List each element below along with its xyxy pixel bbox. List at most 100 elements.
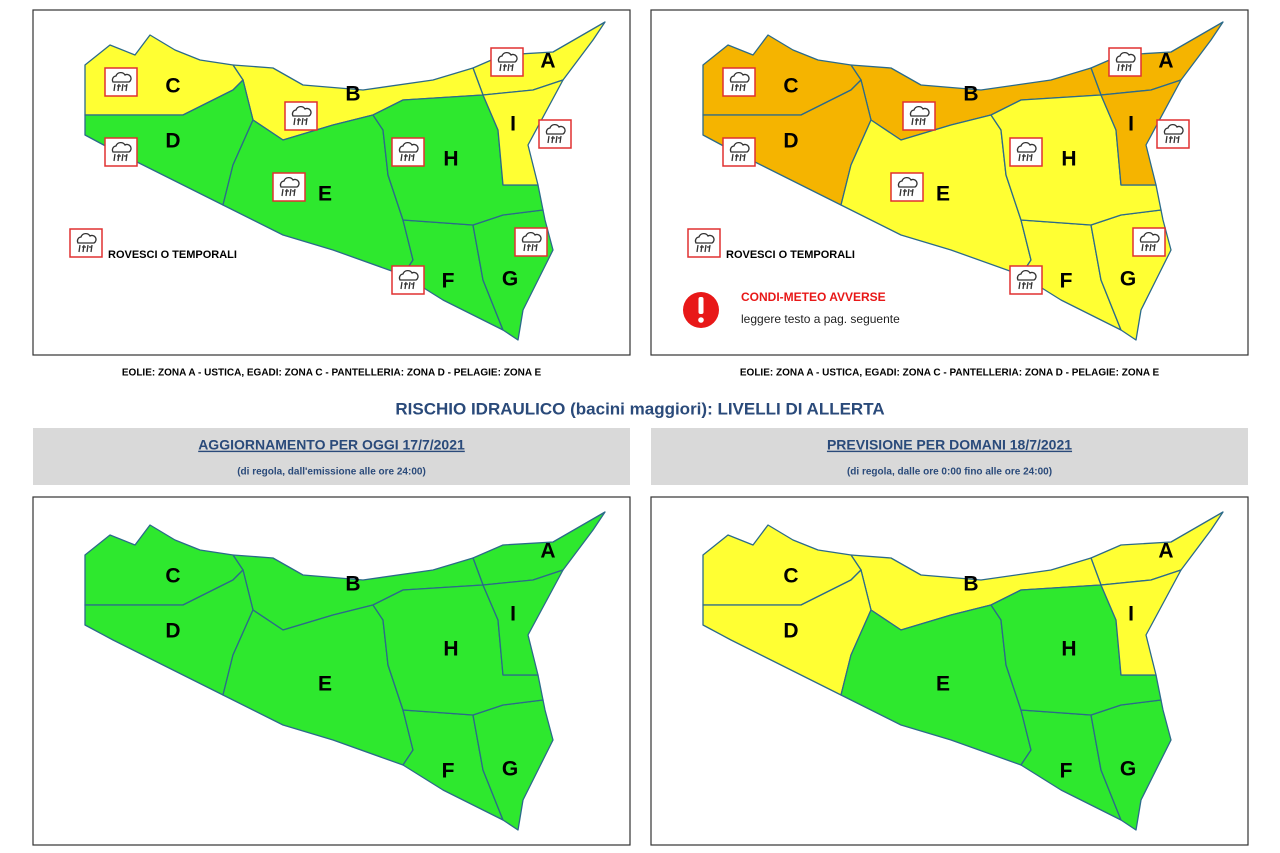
zone-label: G [1120, 268, 1136, 291]
zone-label: A [1158, 540, 1173, 563]
zone-label: B [963, 83, 978, 106]
icon-rain [731, 83, 746, 92]
icon-rain [113, 83, 128, 92]
zone-label: C [165, 565, 180, 588]
rain-icon [272, 172, 306, 202]
header-box [651, 428, 1248, 485]
zone-label: G [502, 268, 518, 291]
icon-cloud [521, 231, 542, 243]
zone-label: I [510, 113, 516, 136]
rain-icon [687, 228, 721, 258]
rain-icon [722, 67, 756, 97]
rain-icon [514, 227, 548, 257]
zone-label: D [783, 130, 798, 153]
zone-label: A [1158, 50, 1173, 73]
map-footer: EOLIE: ZONA A - USTICA, EGADI: ZONA C - … [122, 368, 542, 379]
icon-cloud [897, 176, 918, 188]
icon-rain [400, 153, 415, 162]
zone-label: F [442, 760, 455, 783]
map: A B C D E F G H I ROVESCI O TEMPORALI CONDI-METEO … [683, 21, 1224, 341]
zone-label: E [318, 673, 332, 696]
icon-rain [78, 244, 93, 253]
zone [1100, 569, 1182, 676]
icon-cloud [1016, 269, 1037, 281]
rain-icon [391, 137, 425, 167]
zone-label: H [443, 638, 458, 661]
icon-rain [1141, 243, 1156, 252]
legend-text: ROVESCI O TEMPORALI [108, 249, 237, 261]
rain-icon [902, 101, 936, 131]
zone-label: B [963, 573, 978, 596]
zone-label: I [1128, 113, 1134, 136]
icon-cloud [398, 141, 419, 153]
zone-label: F [1060, 760, 1073, 783]
rain-icon [104, 137, 138, 167]
zone [482, 569, 564, 676]
rain-icon [1009, 137, 1043, 167]
rain-icon [1132, 227, 1166, 257]
icon-cloud [279, 176, 300, 188]
icon-cloud [1016, 141, 1037, 153]
icon-rain [1117, 63, 1132, 72]
icon-rain [911, 117, 926, 126]
icon-rain [400, 281, 415, 290]
header-title: PREVISIONE PER DOMANI 18/7/2021 [827, 437, 1072, 453]
map: A B C D E F G H I [84, 511, 606, 831]
zone [482, 79, 564, 186]
icon-cloud [76, 232, 97, 244]
zone-label: A [540, 50, 555, 73]
rain-icon [284, 101, 318, 131]
icon-rain [696, 244, 711, 253]
zone-label: G [1120, 758, 1136, 781]
icon-rain [293, 117, 308, 126]
icon-cloud [1139, 231, 1160, 243]
zone-label: E [936, 183, 950, 206]
rain-icon [890, 172, 924, 202]
zone-label: B [345, 83, 360, 106]
icon-cloud [545, 123, 566, 135]
zone-label: I [510, 603, 516, 626]
map: A B C D E F G H I ROVESCI O TEMPORALI [69, 21, 606, 341]
icon-cloud [111, 71, 132, 83]
zone-label: D [783, 620, 798, 643]
zone-label: H [1061, 638, 1076, 661]
rain-icon [104, 67, 138, 97]
legend-text: ROVESCI O TEMPORALI [726, 249, 855, 261]
zone-label: D [165, 620, 180, 643]
header-subtitle: (di regola, dall'emissione alle ore 24:0… [237, 467, 426, 478]
rain-icon [1156, 119, 1190, 149]
warning-mark [698, 297, 704, 314]
icon-rain [281, 188, 296, 197]
zone-label: C [165, 75, 180, 98]
icon-rain [547, 135, 562, 144]
warning-title: CONDI-METEO AVVERSE [741, 290, 886, 304]
header-box [33, 428, 630, 485]
icon-cloud [1163, 123, 1184, 135]
header-subtitle: (di regola, dalle ore 0:00 fino alle ore… [847, 467, 1052, 478]
icon-cloud [729, 71, 750, 83]
zone-label: H [443, 148, 458, 171]
zone-label: C [783, 565, 798, 588]
zone-label: G [502, 758, 518, 781]
rain-icon [69, 228, 103, 258]
zone-label: F [442, 270, 455, 293]
map-footer: EOLIE: ZONA A - USTICA, EGADI: ZONA C - … [740, 368, 1160, 379]
zone [1100, 79, 1182, 186]
icon-rain [1165, 135, 1180, 144]
icon-cloud [111, 141, 132, 153]
icon-cloud [1115, 51, 1136, 63]
rain-icon [490, 47, 524, 77]
icon-rain [499, 63, 514, 72]
icon-cloud [398, 269, 419, 281]
icon-cloud [729, 141, 750, 153]
warning-text: leggere testo a pag. seguente [741, 312, 900, 326]
rain-icon [538, 119, 572, 149]
rain-icon [722, 137, 756, 167]
zone-label: H [1061, 148, 1076, 171]
zone-label: C [783, 75, 798, 98]
warning-dot [698, 317, 704, 323]
icon-rain [113, 153, 128, 162]
icon-rain [1018, 281, 1033, 290]
icon-cloud [694, 232, 715, 244]
